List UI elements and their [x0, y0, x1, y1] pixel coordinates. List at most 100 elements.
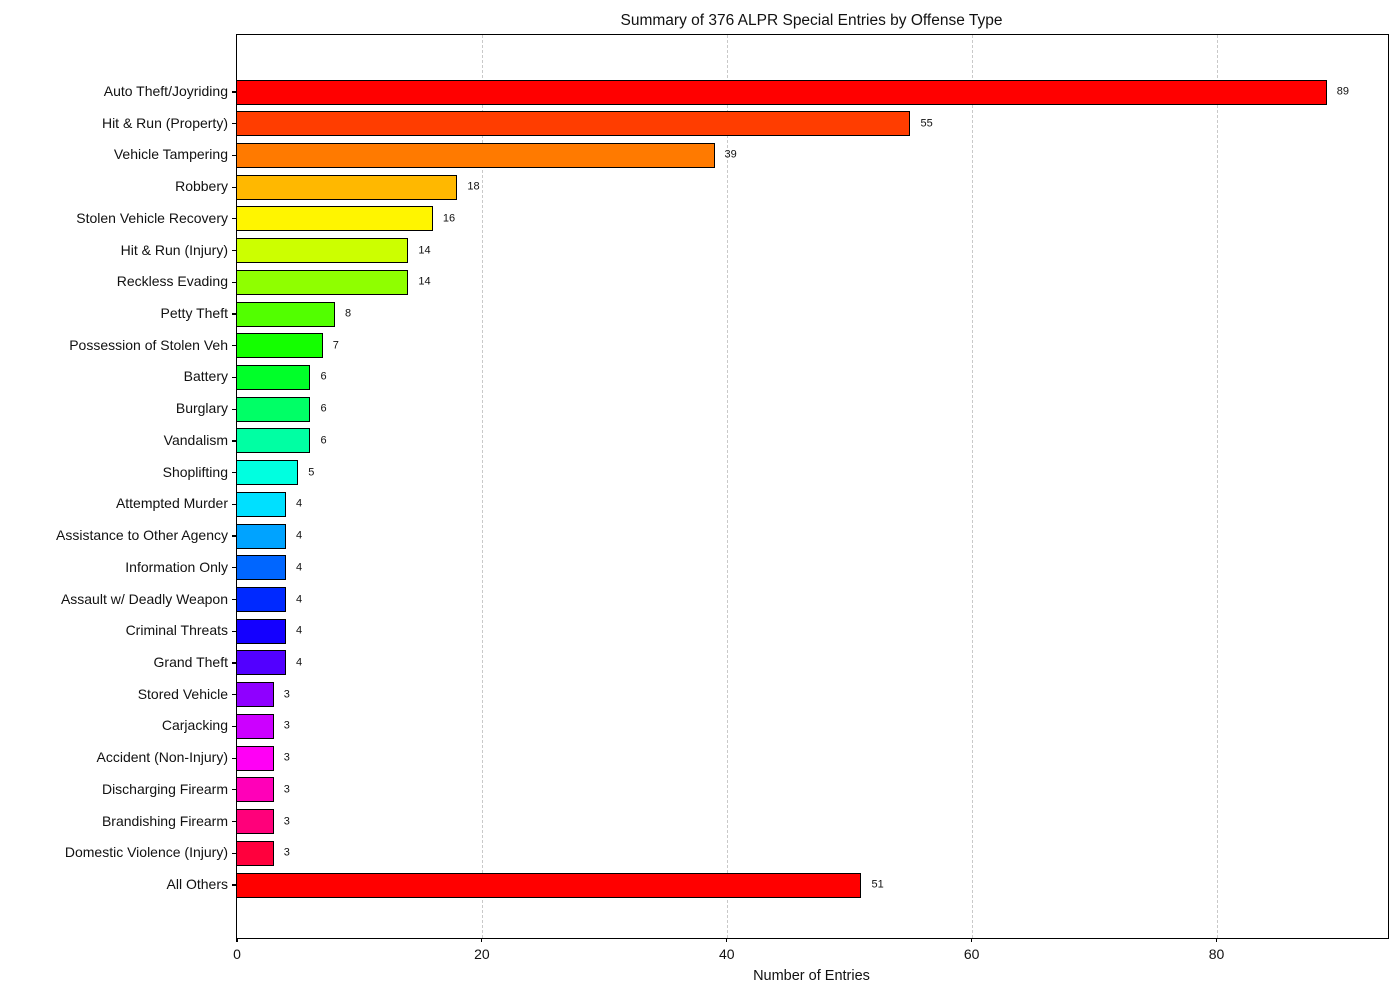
- bar-information-only: [237, 555, 286, 581]
- x-tick-mark-60: [971, 938, 973, 942]
- y-axis-labels: Auto Theft/Joyriding Hit & Run (Property)…: [0, 34, 228, 937]
- y-tick-mark-assault-w-deadly-weapon: [232, 598, 236, 601]
- y-tick-mark-carjacking: [232, 725, 236, 727]
- bar-auto-theft-joyriding: [237, 79, 1327, 105]
- y-tick-mark-hit-run-injury: [232, 250, 236, 252]
- gridline-x-80: [1216, 35, 1218, 938]
- bar-value-petty-theft: 8: [344, 307, 352, 320]
- y-tick-label-criminal-threats: Criminal Threats: [125, 622, 228, 639]
- y-tick-label-vandalism: Vandalism: [163, 431, 228, 448]
- y-tick-mark-discharging-firearm: [232, 789, 236, 791]
- x-tick-mark-0: [236, 938, 238, 942]
- y-tick-label-hit-run-injury: Hit & Run (Injury): [120, 241, 228, 258]
- y-tick-mark-possession-of-stolen-veh: [232, 345, 236, 347]
- bar-stored-vehicle: [237, 682, 274, 708]
- y-tick-mark-vehicle-tampering: [232, 154, 236, 157]
- y-tick-mark-information-only: [232, 567, 236, 569]
- bar-stolen-vehicle-recovery: [237, 206, 433, 232]
- bar-petty-theft: [237, 301, 335, 327]
- y-tick-label-information-only: Information Only: [125, 558, 228, 575]
- bar-burglary: [237, 396, 311, 422]
- bar-hit-run-injury: [237, 238, 409, 264]
- bar-grand-theft: [237, 650, 286, 676]
- y-tick-mark-hit-run-property: [232, 123, 236, 125]
- bar-value-attempted-murder: 4: [295, 497, 303, 510]
- y-tick-mark-vandalism: [232, 440, 236, 442]
- bar-value-auto-theft-joyriding: 89: [1336, 85, 1350, 98]
- bar-assault-w-deadly-weapon: [237, 587, 286, 613]
- gridline-x-60: [971, 35, 973, 938]
- plot-area: 0 20 40 60 80 89 55 39 18 16 14 14 8 7 6 6 6 5 4 4 4 4 4 4 3 3 3 3 3…: [232, 34, 1389, 962]
- y-tick-label-shoplifting: Shoplifting: [162, 463, 228, 480]
- y-tick-label-carjacking: Carjacking: [161, 717, 228, 734]
- bar-accident-non-injury: [237, 745, 274, 771]
- x-tick-label-60: 60: [963, 946, 980, 962]
- bar-robbery: [237, 174, 458, 200]
- x-tick-mark-80: [1215, 938, 1218, 942]
- bar-possession-of-stolen-veh: [237, 333, 323, 359]
- bar-all-others: [237, 872, 862, 898]
- bar-carjacking: [237, 713, 274, 739]
- bar-value-information-only: 4: [295, 561, 303, 574]
- y-tick-mark-reckless-evading: [232, 281, 236, 283]
- y-tick-mark-all-others: [232, 884, 236, 886]
- y-tick-mark-domestic-violence-injury: [232, 852, 236, 854]
- bar-value-stored-vehicle: 3: [283, 688, 290, 701]
- x-tick-mark-20: [481, 938, 483, 942]
- bar-brandishing-firearm: [237, 809, 274, 835]
- bar-value-hit-run-property: 55: [920, 117, 933, 130]
- bar-value-vehicle-tampering: 39: [724, 148, 737, 161]
- y-tick-label-stored-vehicle: Stored Vehicle: [137, 685, 228, 702]
- y-tick-mark-shoplifting: [232, 472, 236, 474]
- y-tick-label-attempted-murder: Attempted Murder: [115, 495, 228, 512]
- bar-value-vandalism: 6: [320, 434, 327, 447]
- bar-battery: [237, 364, 311, 390]
- y-tick-mark-stored-vehicle: [232, 694, 236, 696]
- bar-value-robbery: 18: [467, 180, 480, 193]
- bar-value-hit-run-injury: 14: [418, 244, 431, 257]
- bar-attempted-murder: [237, 491, 286, 517]
- y-tick-label-possession-of-stolen-veh: Possession of Stolen Veh: [69, 336, 228, 353]
- y-tick-mark-criminal-threats: [232, 630, 236, 632]
- y-tick-label-accident-non-injury: Accident (Non-Injury): [96, 749, 229, 766]
- y-tick-mark-accident-non-injury: [232, 757, 236, 759]
- bar-value-accident-non-injury: 3: [283, 751, 290, 764]
- bar-value-all-others: 51: [871, 878, 884, 891]
- bar-discharging-firearm: [237, 777, 274, 803]
- y-tick-mark-attempted-murder: [232, 503, 236, 505]
- y-tick-label-reckless-evading: Reckless Evading: [116, 273, 228, 290]
- bar-vehicle-tampering: [237, 142, 715, 168]
- y-tick-mark-auto-theft-joyriding: [232, 91, 236, 93]
- gridline-x-20: [481, 35, 483, 938]
- bar-value-discharging-firearm: 3: [283, 783, 290, 796]
- y-tick-mark-burglary: [232, 408, 236, 410]
- bar-value-assault-w-deadly-weapon: 4: [295, 593, 303, 606]
- y-tick-label-robbery: Robbery: [175, 178, 228, 195]
- bar-value-stolen-vehicle-recovery: 16: [442, 212, 456, 225]
- y-tick-mark-petty-theft: [232, 313, 236, 315]
- bar-value-possession-of-stolen-veh: 7: [332, 339, 339, 352]
- y-tick-mark-grand-theft: [232, 662, 236, 664]
- y-tick-label-battery: Battery: [183, 368, 228, 385]
- y-tick-label-domestic-violence-injury: Domestic Violence (Injury): [64, 844, 228, 861]
- bar-criminal-threats: [237, 618, 286, 644]
- x-tick-mark-40: [726, 938, 728, 942]
- bar-value-assistance-to-other-agency: 4: [295, 529, 303, 542]
- y-tick-mark-robbery: [232, 186, 236, 188]
- y-tick-label-vehicle-tampering: Vehicle Tampering: [113, 146, 228, 163]
- y-tick-mark-stolen-vehicle-recovery: [232, 218, 236, 220]
- bar-value-grand-theft: 4: [295, 656, 303, 669]
- y-tick-label-discharging-firearm: Discharging Firearm: [101, 780, 228, 797]
- bar-value-reckless-evading: 14: [418, 275, 431, 288]
- y-tick-label-all-others: All Others: [166, 876, 228, 892]
- y-tick-mark-assistance-to-other-agency: [232, 535, 236, 537]
- x-tick-label-0: 0: [233, 946, 241, 962]
- bar-value-domestic-violence-injury: 3: [283, 846, 290, 859]
- bar-hit-run-property: [237, 111, 911, 137]
- bar-value-burglary: 6: [320, 402, 327, 415]
- y-tick-label-burglary: Burglary: [175, 400, 228, 417]
- bar-assistance-to-other-agency: [237, 523, 286, 549]
- y-tick-label-petty-theft: Petty Theft: [160, 305, 228, 322]
- chart-title: Summary of 376 ALPR Special Entries by O…: [620, 12, 1003, 29]
